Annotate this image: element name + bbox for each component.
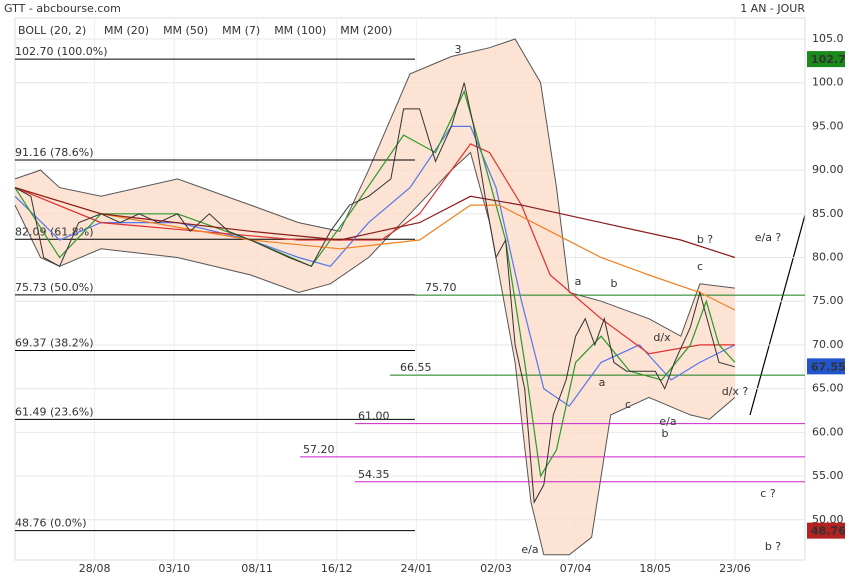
legend-entry: MM (7)	[222, 24, 260, 37]
target-label: 57.20	[303, 443, 335, 456]
wave-annotation: d/x	[653, 331, 671, 344]
support-label: 75.70	[425, 281, 457, 294]
bollinger-area	[15, 38, 735, 555]
target-label: 61.00	[358, 410, 390, 423]
fib-label: 75.73 (50.0%)	[15, 281, 94, 294]
x-tick-label: 03/10	[158, 562, 190, 575]
wave-annotation: c	[625, 398, 631, 411]
fib-label: 48.76 (0.0%)	[15, 517, 87, 530]
y-tick-label: 75.00	[812, 294, 844, 307]
x-tick-label: 23/06	[719, 562, 751, 575]
legend-entry: MM (200)	[340, 24, 392, 37]
wave-annotation: a	[575, 275, 582, 288]
price-tag-label: 48.76	[811, 525, 846, 538]
price-tag	[807, 51, 845, 68]
wave-annotation: e/a	[659, 415, 676, 428]
legend-entry: MM (20)	[104, 24, 149, 37]
wave-annotation: e/a	[521, 543, 538, 556]
period: 1 AN - JOUR	[740, 2, 805, 15]
x-tick-label: 16/12	[321, 562, 353, 575]
fib-label: 82.09 (61.8%)	[15, 225, 94, 238]
chart-title: GTT - abcbourse.com	[4, 2, 121, 15]
y-tick-label: 95.00	[812, 119, 844, 132]
y-tick-label: 90.00	[812, 163, 844, 176]
wave-annotation: b ?	[697, 233, 713, 246]
wave-annotation: e/a ?	[755, 231, 782, 244]
target-label: 54.35	[358, 468, 390, 481]
support-label: 66.55	[400, 361, 432, 374]
moving-average	[14, 125, 736, 407]
y-tick-label: 55.00	[812, 469, 844, 482]
x-tick-label: 28/08	[79, 562, 111, 575]
legend-entry: MM (50)	[163, 24, 208, 37]
x-tick-label: 08/11	[241, 562, 273, 575]
price-tag-label: 67.55	[811, 360, 846, 373]
wave-annotation: c	[697, 260, 703, 273]
bollinger-upper	[14, 38, 735, 337]
wave-annotation: a	[599, 376, 606, 389]
wave-annotation: c ?	[760, 487, 776, 500]
x-tick-label: 18/05	[639, 562, 671, 575]
moving-average	[14, 187, 736, 259]
moving-average	[14, 187, 736, 311]
price-tag	[807, 358, 845, 375]
fib-label: 61.49 (23.6%)	[15, 405, 94, 418]
y-tick-label: 70.00	[812, 338, 844, 351]
y-tick-label: 65.00	[812, 382, 844, 395]
bollinger-lower	[14, 151, 736, 556]
x-tick-label: 24/01	[401, 562, 433, 575]
price-line	[14, 82, 736, 504]
plot-frame	[14, 17, 806, 561]
wave-annotation: b	[611, 277, 618, 290]
x-tick-label: 07/04	[560, 562, 592, 575]
trend-line	[749, 214, 806, 416]
wave-annotation: b ?	[765, 540, 781, 553]
y-tick-label: 100.0	[812, 76, 844, 89]
y-tick-label: 50.00	[812, 513, 844, 526]
legend-entry: BOLL (20, 2)	[18, 24, 86, 37]
fib-label: 91.16 (78.6%)	[15, 146, 94, 159]
y-tick-label: 60.00	[812, 425, 844, 438]
wave-annotation: d/x ?	[722, 385, 749, 398]
price-tag-label: 102.7	[811, 53, 846, 66]
fib-label: 102.70 (100.0%)	[15, 45, 108, 58]
wave-annotation: 3	[455, 43, 462, 56]
y-tick-label: 80.00	[812, 251, 844, 264]
x-tick-label: 02/03	[480, 562, 512, 575]
y-tick-label: 85.00	[812, 207, 844, 220]
y-tick-label: 105.0	[812, 32, 844, 45]
wave-annotation: b	[662, 427, 669, 440]
legend-entry: MM (100)	[274, 24, 326, 37]
fib-label: 69.37 (38.2%)	[15, 336, 94, 349]
price-tag	[807, 522, 845, 539]
